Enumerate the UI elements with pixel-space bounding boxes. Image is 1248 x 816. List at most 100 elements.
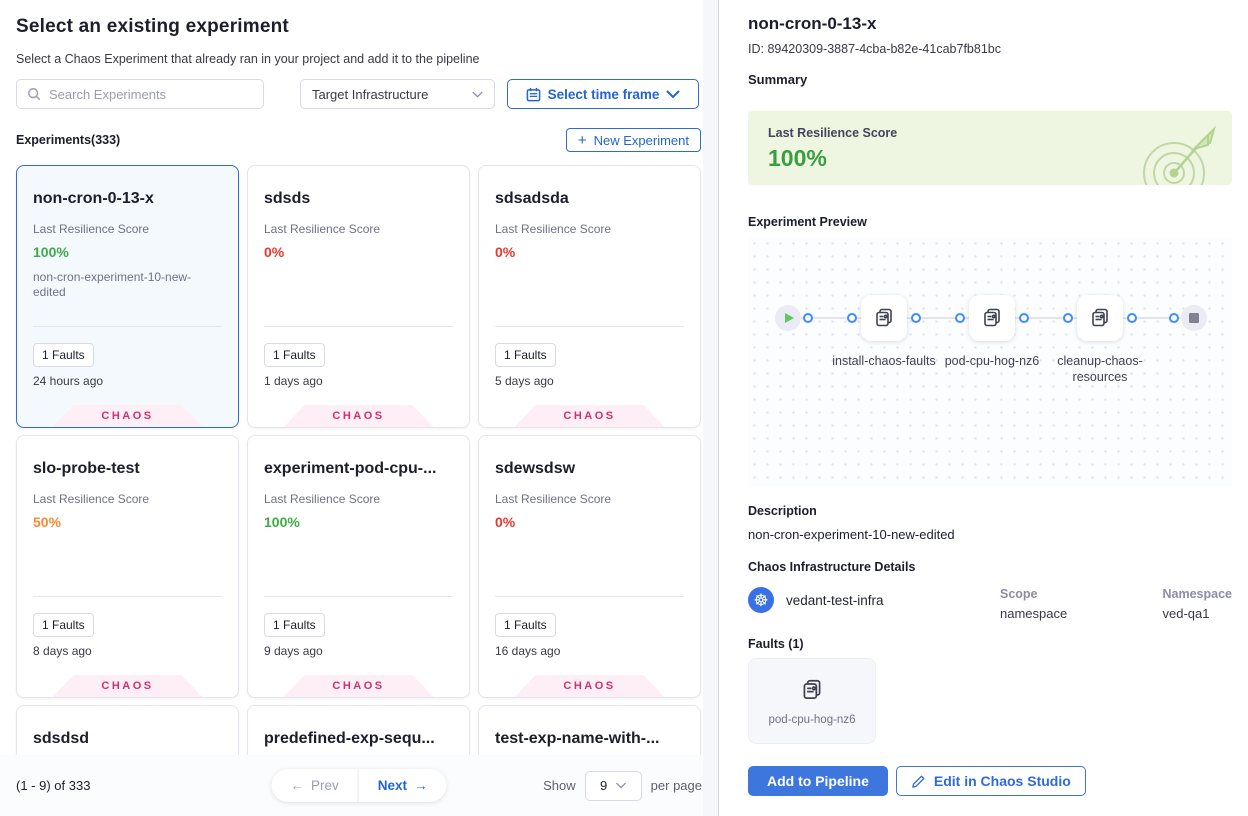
next-label: Next [377,778,408,793]
experiment-name: non-cron-0-13-x [33,190,154,207]
experiment-name: predefined-exp-sequ... [264,730,435,747]
divider [33,326,222,327]
connector-port [1127,313,1137,323]
pipeline-node-cleanup-chaos-resources[interactable] [1063,295,1137,341]
fault-step-icon [1088,306,1112,330]
scope-column: Scope namespace [1000,587,1067,621]
pencil-icon [911,774,926,789]
target-dart-illustration [1130,117,1226,185]
score-label: Last Resilience Score [264,222,381,236]
experiment-card-slo-probe-test[interactable]: slo-probe-test Last Resilience Score 50%… [16,435,239,698]
stop-icon [1189,313,1199,323]
experiment-card-experiment-pod-cpu[interactable]: experiment-pod-cpu-... Last Resilience S… [247,435,470,698]
score-label: Last Resilience Score [495,492,612,506]
connector-port [911,313,921,323]
new-experiment-button[interactable]: + New Experiment [565,128,701,152]
chevron-down-icon [616,782,627,789]
score-value: 100% [33,244,69,260]
edit-in-chaos-studio-button[interactable]: Edit in Chaos Studio [895,766,1086,796]
experiments-grid: non-cron-0-13-x Last Resilience Score 10… [16,165,701,816]
score-label: Last Resilience Score [33,492,150,506]
divider [264,326,453,327]
add-to-pipeline-button[interactable]: Add to Pipeline [748,766,888,796]
infrastructure-heading: Chaos Infrastructure Details [748,560,916,574]
experiment-name: experiment-pod-cpu-... [264,460,437,477]
pipeline-canvas[interactable]: install-chaos-faults pod-cpu-hog-nz6 cle… [748,237,1232,487]
experiment-name: slo-probe-test [33,460,140,477]
scrollbar-track[interactable] [703,0,718,816]
faults-badge: 1 Faults [33,613,94,637]
node-label-install-chaos-faults: install-chaos-faults [832,354,936,368]
score-label: Last Resilience Score [495,222,612,236]
new-experiment-label: New Experiment [593,132,689,148]
target-infrastructure-value: Target Infrastructure [312,86,429,102]
prev-label: Prev [310,778,339,793]
search-box[interactable] [16,79,264,109]
target-infrastructure-select[interactable]: Target Infrastructure [300,79,495,109]
experiments-count: Experiments(333) [16,133,121,147]
connector-port [1169,313,1179,323]
filter-controls: Target Infrastructure Select time frame [16,79,701,109]
select-time-frame-button[interactable]: Select time frame [507,79,699,109]
resilience-score-value: 100% [768,145,827,171]
pagination-footer: (1 - 9) of 333 ← Prev Next → Show 9 per … [0,755,718,816]
chevron-down-icon [666,90,680,99]
chevron-down-icon [472,91,483,98]
experiment-card-sdsds[interactable]: sdsds Last Resilience Score 0% 1 Faults … [247,165,470,428]
experiment-name: sdsds [264,190,311,207]
infrastructure-row: ☸ vedant-test-infra Scope namespace Name… [748,587,1232,621]
node-label-pod-cpu-hog-nz6: pod-cpu-hog-nz6 [944,354,1040,368]
prev-page-button[interactable]: ← Prev [271,769,359,802]
fault-name: pod-cpu-hog-nz6 [768,713,856,726]
pipeline-node-pod-cpu-hog-nz6[interactable] [955,295,1029,341]
pagination-summary: (1 - 9) of 333 [16,778,91,793]
pipeline-start-node[interactable] [775,305,813,331]
experiment-name: sdsdsd [33,730,90,747]
show-label: Show [543,778,576,793]
fault-step-icon [872,306,896,330]
last-run-time: 24 hours ago [33,374,104,388]
connector-port [1019,313,1029,323]
faults-badge: 1 Faults [264,343,325,367]
faults-badge: 1 Faults [264,613,325,637]
next-page-button[interactable]: Next → [359,769,447,802]
faults-badge: 1 Faults [33,343,94,367]
experiment-card-sdewsdsw[interactable]: sdewsdsw Last Resilience Score 0% 1 Faul… [478,435,701,698]
last-run-time: 16 days ago [495,644,561,658]
connector-port [1063,313,1073,323]
description-heading: Description [748,504,817,518]
chaos-tag: CHAOS [52,675,203,697]
add-to-pipeline-label: Add to Pipeline [767,773,869,789]
experiment-name: test-exp-name-with-... [495,730,660,747]
experiment-card-non-cron-0-13-x[interactable]: non-cron-0-13-x Last Resilience Score 10… [16,165,239,428]
faults-heading: Faults (1) [748,637,804,651]
experiment-preview-heading: Experiment Preview [748,215,867,229]
pipeline-end-node[interactable] [1169,305,1207,331]
chaos-tag: CHAOS [514,675,665,697]
calendar-icon [526,87,541,102]
chaos-tag: CHAOS [283,675,434,697]
infrastructure-name: vedant-test-infra [786,592,884,608]
page-size-select[interactable]: 9 [584,770,642,801]
score-value: 0% [264,244,285,260]
arrow-left-icon: ← [290,778,304,793]
faults-badge: 1 Faults [495,343,556,367]
select-time-frame-label: Select time frame [547,86,660,102]
namespace-column: Namespace ved-qa1 [1163,587,1233,621]
search-icon [27,87,41,101]
score-value: 0% [495,244,516,260]
namespace-value: ved-qa1 [1162,606,1210,621]
plus-icon: + [577,131,587,149]
play-icon [785,313,794,323]
divider [495,596,684,597]
edit-in-chaos-studio-label: Edit in Chaos Studio [933,773,1071,789]
score-value: 0% [495,514,516,530]
description-text: non-cron-experiment-10-new-edited [748,527,955,542]
score-label: Last Resilience Score [33,222,150,236]
last-run-time: 5 days ago [495,374,554,388]
fault-card-pod-cpu-hog-nz6[interactable]: pod-cpu-hog-nz6 [748,658,876,744]
pipeline-node-install-chaos-faults[interactable] [847,295,921,341]
search-input[interactable] [49,86,253,102]
resilience-score-card: Last Resilience Score 100% [748,111,1232,185]
experiment-card-sdsadsda[interactable]: sdsadsda Last Resilience Score 0% 1 Faul… [478,165,701,428]
